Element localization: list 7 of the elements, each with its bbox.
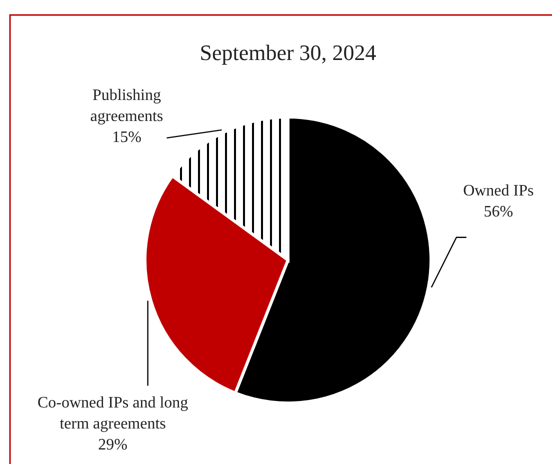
slice-label: Co-owned IPs and long term agreements [37,394,188,433]
data-label: 29% [98,436,128,454]
data-label: 56% [484,203,514,220]
chart-title: September 30, 2024 [200,40,376,65]
data-label: 15% [112,128,142,146]
slice-label: Owned IPs [463,182,534,200]
slice-label: Publishing agreements [90,86,164,125]
